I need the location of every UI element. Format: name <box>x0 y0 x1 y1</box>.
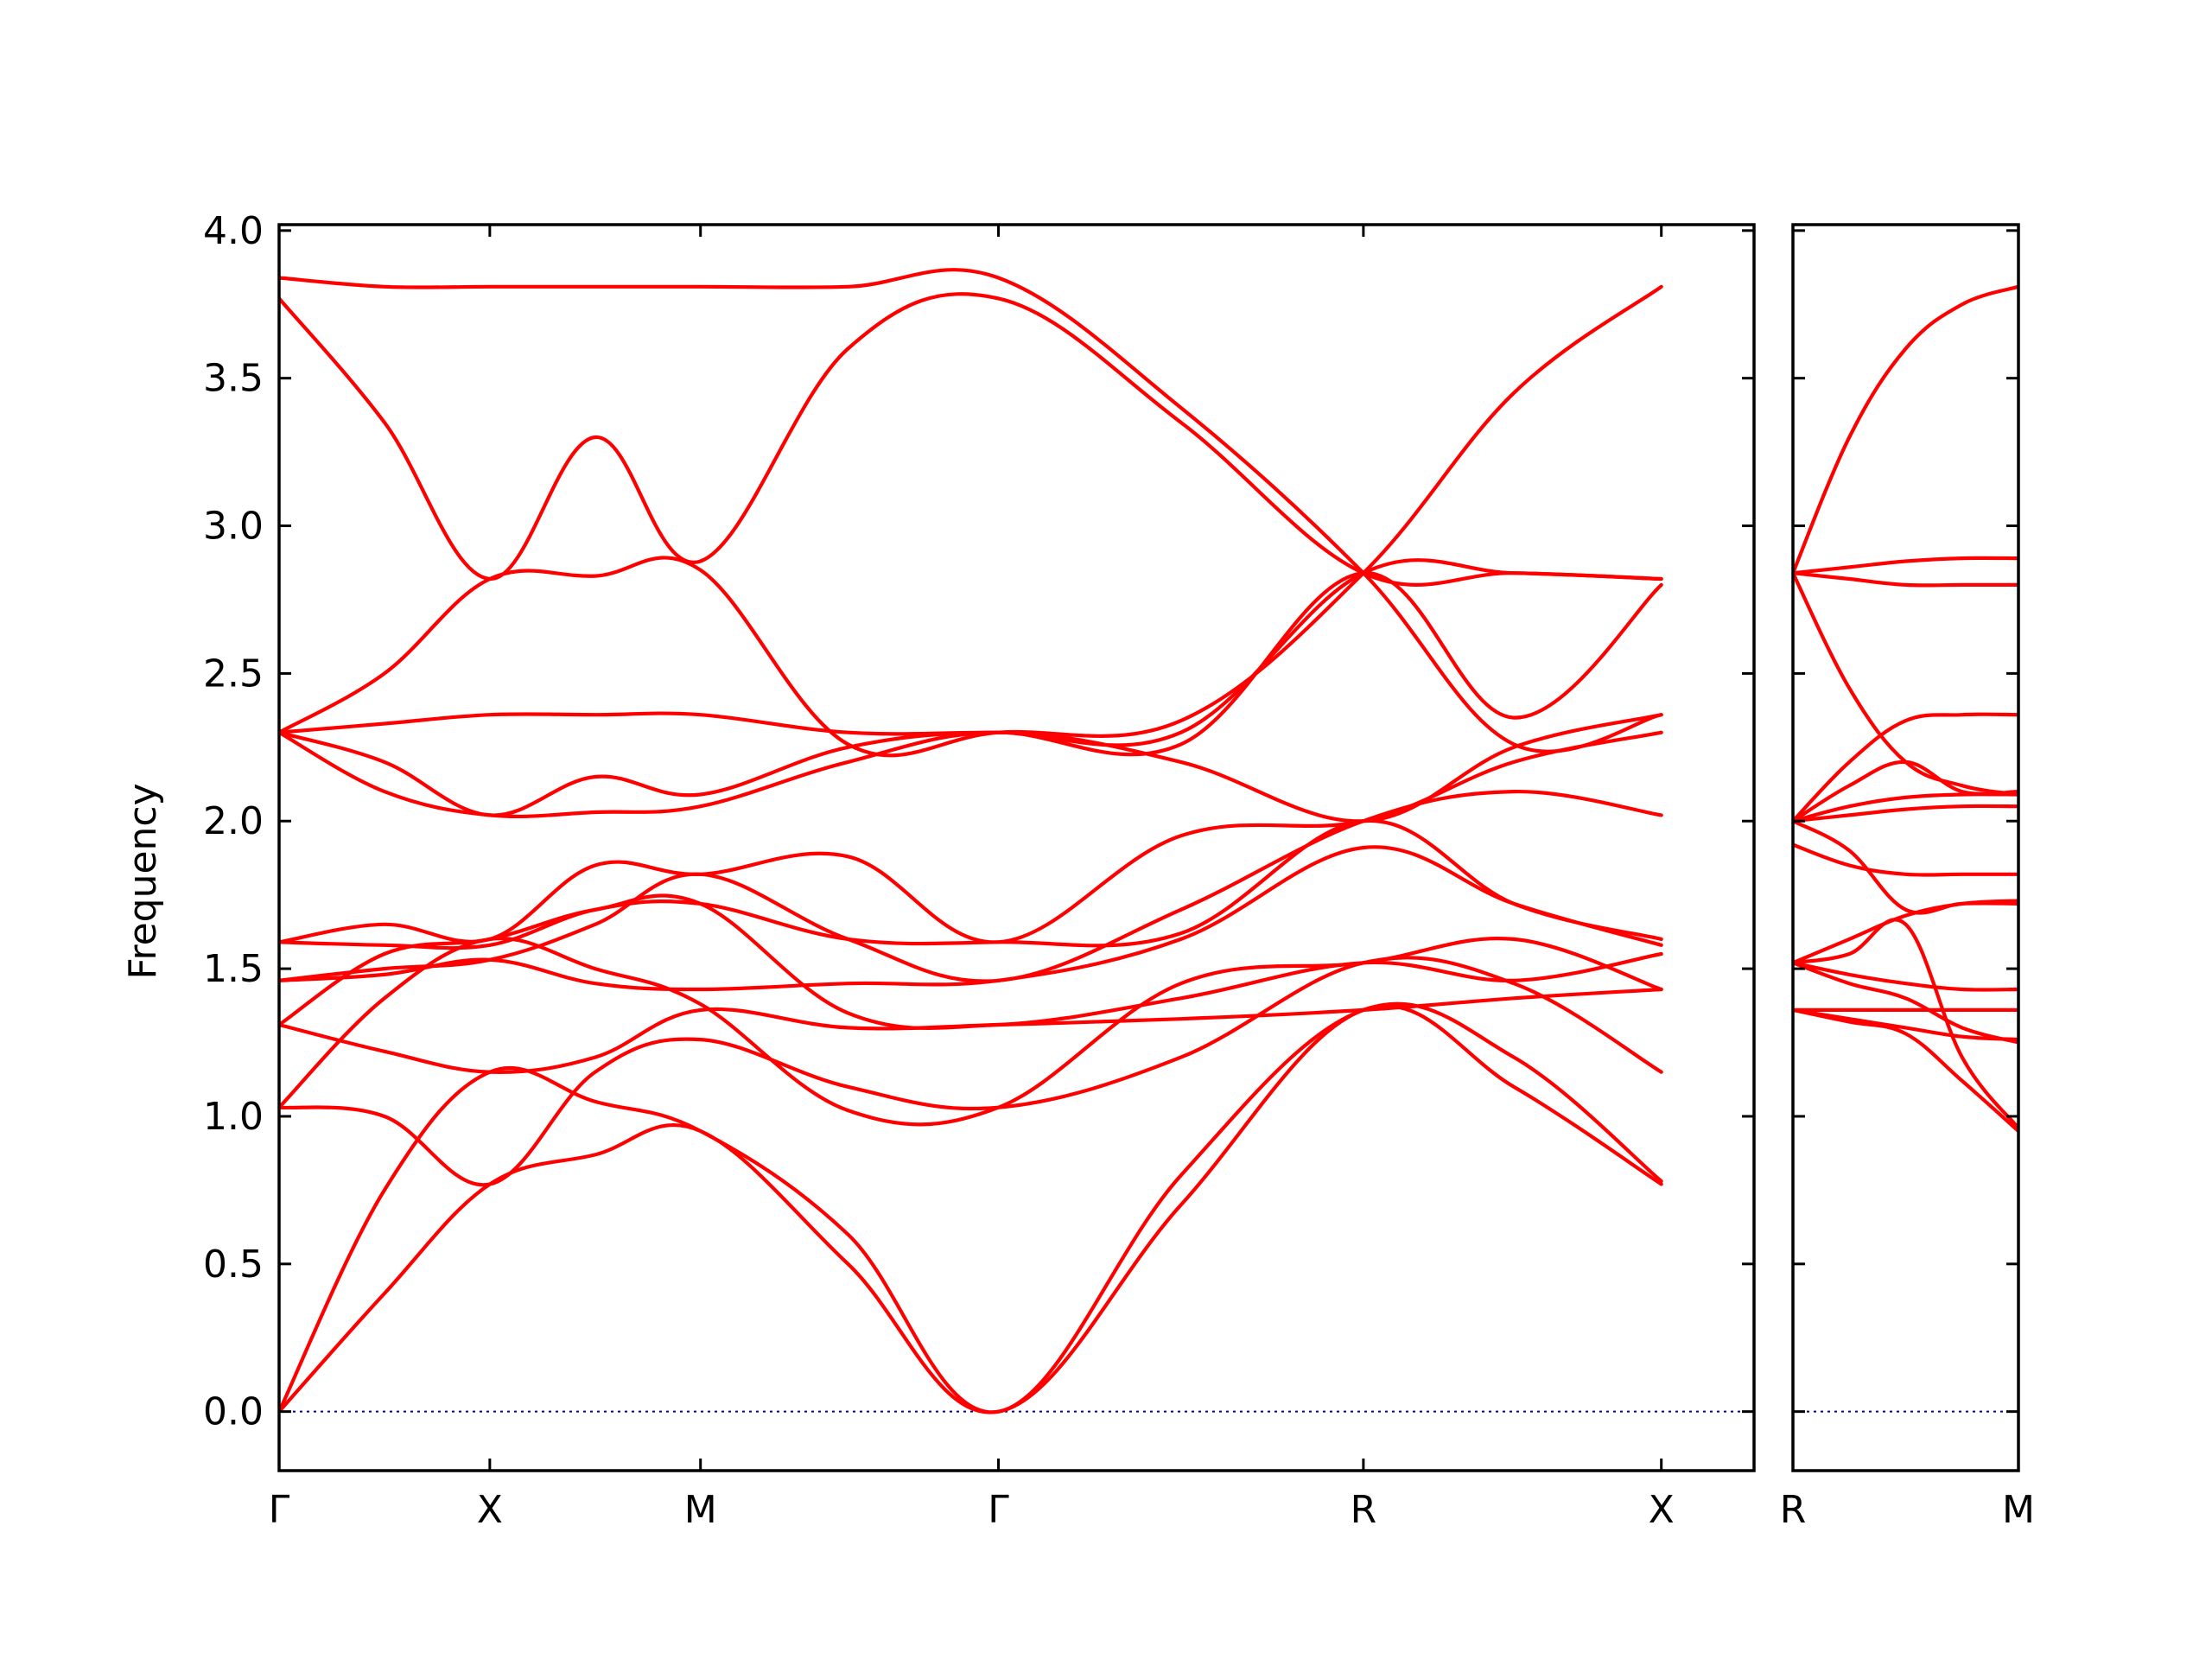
x-tick-label-X: X <box>477 1488 503 1532</box>
band-line-13 <box>1793 712 2018 823</box>
band-line-14 <box>1793 556 2018 575</box>
plot-frame <box>1791 223 2020 1472</box>
y-axis-label: Frequency <box>121 783 165 979</box>
band-line-12 <box>1793 792 2018 823</box>
band-line-5 <box>1793 961 2018 1045</box>
band-line-16 <box>279 268 1663 753</box>
band-line-15 <box>279 292 1663 587</box>
y-tick-label: 0.5 <box>203 1243 264 1287</box>
y-tick-label: 2.0 <box>203 799 264 843</box>
y-tick-label: 2.5 <box>203 652 264 696</box>
x-tick-label-R: R <box>1780 1488 1807 1532</box>
band-line-4 <box>1793 918 2018 1130</box>
band-group <box>1793 284 2018 1134</box>
band-line-1 <box>1793 1007 2018 1134</box>
band-line-2 <box>279 1001 1663 1414</box>
x-tick-label-R: R <box>1351 1488 1377 1532</box>
x-tick-label-X: X <box>1649 1488 1675 1532</box>
x-tick-label-Γ: Γ <box>269 1488 290 1532</box>
band-line-16 <box>1793 284 2018 575</box>
band-line-17 <box>1793 571 2018 797</box>
band-line-4 <box>279 936 1663 1127</box>
y-tick-label: 0.0 <box>203 1390 264 1434</box>
y-tick-label: 3.0 <box>203 505 264 549</box>
band-line-15 <box>1793 571 2018 588</box>
band-line-11 <box>279 713 1663 823</box>
plot-frame <box>277 223 1756 1472</box>
band-line-7 <box>279 845 1663 992</box>
x-tick-label-Γ: Γ <box>988 1488 1009 1532</box>
chart-panels: 0.00.51.01.52.02.53.03.54.0Γ X M Γ R X R M <box>203 209 2035 1532</box>
band-line-1 <box>279 1004 1663 1414</box>
panel-1: 0.0 0.5 1.0 1.5 2.0 2.5 3.0 3.5 4.0 Γ X M Γ R X <box>203 209 1756 1532</box>
y-tick-label: 1.5 <box>203 947 264 991</box>
band-line-8 <box>1793 842 2018 877</box>
y-tick-label: 4.0 <box>203 209 264 253</box>
band-line-3 <box>1793 1007 2018 1042</box>
x-tick-label-M: M <box>2002 1488 2035 1532</box>
band-line-3 <box>279 956 1663 1187</box>
band-line-6 <box>1793 961 2018 992</box>
y-tick-label: 3.5 <box>203 357 264 401</box>
band-group <box>279 268 1663 1414</box>
band-line-10 <box>279 730 1663 944</box>
band-line-9 <box>1793 819 2018 915</box>
band-line-13 <box>279 558 1663 747</box>
y-tick-label: 1.0 <box>203 1095 264 1139</box>
band-line-14 <box>279 284 1663 758</box>
band-line-10 <box>1793 804 2018 823</box>
band-line-9 <box>279 818 1663 950</box>
band-line-5 <box>279 987 1663 1074</box>
band-line-8 <box>279 789 1663 983</box>
x-tick-label-M: M <box>684 1488 717 1532</box>
band-line-12 <box>279 571 1663 817</box>
